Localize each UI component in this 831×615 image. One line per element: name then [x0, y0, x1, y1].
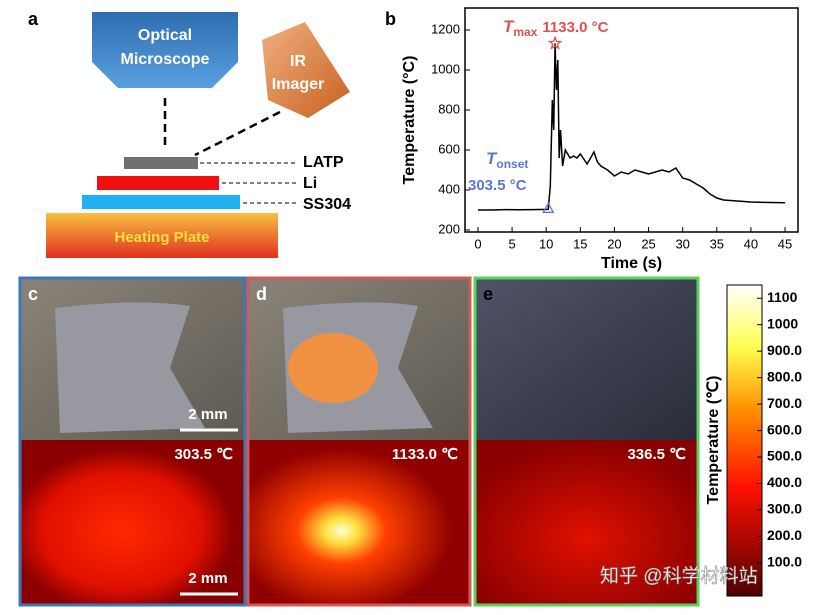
- heating-plate: [46, 213, 278, 258]
- ir-image: [248, 440, 470, 605]
- colorbar-tick-label: 500.0: [767, 448, 802, 464]
- sample: [55, 302, 205, 433]
- microscope: [92, 12, 238, 88]
- annotation-value: 1133.0 °C: [542, 19, 608, 36]
- imager-label: Imager: [272, 76, 324, 93]
- panel-label: c: [28, 284, 38, 304]
- temperature-label: 1133.0 ℃: [392, 446, 458, 463]
- layer-label: SS304: [303, 196, 351, 213]
- y-tick-label: 1200: [431, 21, 460, 36]
- x-tick-label: 0: [474, 236, 481, 251]
- colorbar-tick-label: 600.0: [767, 421, 802, 437]
- y-tick-label: 1000: [431, 61, 460, 76]
- annotation-symbol: T: [486, 149, 498, 168]
- panel-border: [473, 276, 700, 607]
- scale-label: 2 mm: [188, 406, 227, 423]
- annotation: Tmax 1133.0 °C: [503, 17, 609, 39]
- colorbar-tick-label: 400.0: [767, 474, 802, 490]
- chart: 0 5 10 15 20 25 30 35 40 45 200 400 600 800 1000 1200 Ti…: [401, 7, 799, 272]
- x-tick-label: 15: [573, 236, 587, 251]
- ir-image: [20, 440, 245, 605]
- panel-label: d: [256, 284, 267, 304]
- y-tick-label: 400: [438, 181, 460, 196]
- watermark: 知乎 @科学材料站: [600, 565, 758, 587]
- scale-label: 2 mm: [188, 570, 227, 587]
- x-tick-label: 45: [778, 236, 792, 251]
- colorbar: 1100 1000 900.0 800.0 700.0 600.0 500.0 400.0 30…: [705, 284, 802, 597]
- y-tick-label: 200: [438, 221, 460, 236]
- panel-border: [18, 276, 247, 607]
- latp-layer: [124, 157, 198, 169]
- panel-label: b: [385, 9, 396, 29]
- annotation-sub: max: [513, 25, 537, 39]
- annotation-value: 303.5 °C: [468, 177, 527, 194]
- colorbar-tick-label: 1000: [767, 315, 798, 331]
- y-tick-label: 800: [438, 101, 460, 116]
- layer-label: LATP: [303, 154, 344, 171]
- panel-label: a: [28, 9, 39, 29]
- x-tick-label: 20: [607, 236, 621, 251]
- ir-image: [475, 440, 698, 605]
- max-marker: [547, 35, 563, 50]
- annotation-symbol: T: [503, 17, 515, 36]
- li-layer: [97, 176, 219, 190]
- colorbar-tick-label: 100.0: [767, 554, 802, 570]
- imager-label: IR: [290, 53, 306, 70]
- layer-label: Li: [303, 175, 317, 192]
- colorbar-title: Temperature (℃): [705, 376, 722, 505]
- microscope-label: Optical: [138, 27, 192, 44]
- colorbar-tick-label: 300.0: [767, 501, 802, 517]
- x-tick-label: 30: [675, 236, 689, 251]
- temperature-label: 303.5 ℃: [174, 446, 233, 463]
- colorbar-tick-label: 700.0: [767, 395, 802, 411]
- colorbar-tick-label: 900.0: [767, 342, 802, 358]
- x-tick-label: 10: [539, 236, 553, 251]
- annotation-sub: onset: [496, 157, 528, 171]
- annotation: Tonset: [486, 149, 528, 171]
- colorbar-tick-label: 200.0: [767, 527, 802, 543]
- y-axis-label: Temperature (°C): [401, 56, 418, 185]
- beam: [194, 110, 281, 157]
- images: c 303.5 ℃ 2 mm 2 mm d 1133.0 ℃ e 336.5 ℃: [18, 276, 700, 607]
- x-tick-label: 35: [710, 236, 724, 251]
- x-tick-label: 5: [508, 236, 515, 251]
- panel-label: e: [483, 284, 493, 304]
- onset-marker: [542, 201, 555, 213]
- temperature-label: 336.5 ℃: [627, 446, 686, 463]
- colorbar-gradient: [726, 284, 763, 597]
- line: [477, 43, 786, 211]
- colorbar-tick-label: 800.0: [767, 368, 802, 384]
- y-tick-label: 600: [438, 141, 460, 156]
- ss-layer: [82, 195, 240, 209]
- flame: [288, 333, 378, 403]
- colorbar-tick-label: 1100: [767, 289, 798, 305]
- ir-imager: [262, 22, 350, 118]
- panel-border: [246, 276, 472, 607]
- x-tick-label: 40: [744, 236, 758, 251]
- x-axis-label: Time (s): [601, 255, 662, 272]
- photo: [475, 278, 698, 440]
- plate-label: Heating Plate: [114, 229, 209, 246]
- plot-frame: [464, 7, 799, 233]
- microscope-label: Microscope: [121, 51, 210, 68]
- x-tick-label: 25: [641, 236, 655, 251]
